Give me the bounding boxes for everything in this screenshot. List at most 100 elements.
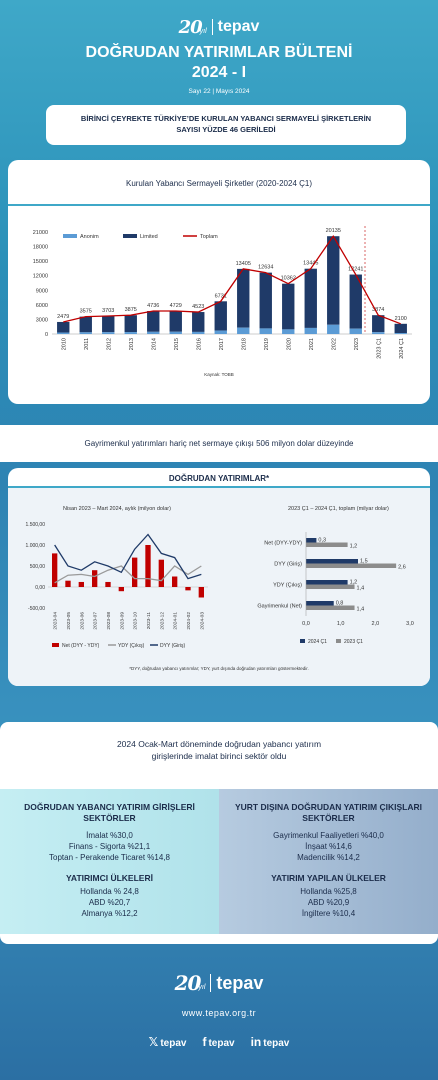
facebook-label: tepav [208,1038,235,1049]
linkedin-icon: in [250,1035,262,1049]
headline-1-line1: BİRİNCİ ÇEYREKTE TÜRKİYE’DE KURULAN YABA… [80,114,372,123]
bar-2024 [306,559,358,564]
bar-anonim [259,328,272,334]
x-tick-label: 2023 [354,338,360,350]
right-column: YURT DIŞINA DOĞRUDAN YATIRIM ÇIKIŞLARI S… [219,789,438,934]
series-line-ydy [54,565,202,584]
left-head1-line2: SEKTÖRLER [83,813,136,823]
y-tick-label: 15000 [33,259,48,265]
monthly-line-chart: -500,00 0,00 500,00 1.000,00 1.500,00 2023-04… [26,522,208,649]
x-tick-label: 2014 [151,338,157,350]
right-sector-3: Madencilik %14,2 [297,853,360,862]
x-tick-label: 2023-08 [106,612,112,630]
data-label: 4523 [192,304,204,310]
quarterly-chart-title: 2023 Ç1 – 2024 Ç1, toplam (milyar dolar) [288,506,389,512]
x-tick-label: 2017 [219,338,225,350]
bar-limited [79,316,92,333]
bar-anonim [169,331,182,334]
x-tick-label: 2021 [309,338,315,350]
y-tick-label: 18000 [33,245,48,251]
headline-2: Gayrimenkul yatırımları hariç net sermay… [84,439,354,448]
data-label: 3575 [80,309,92,315]
bar-2023 [306,605,355,610]
legend-label-0: Anonim [80,234,99,240]
bar-net [145,545,151,587]
bar-limited [282,283,295,330]
chart-card-companies: Kurulan Yabancı Sermayeli Şirketler (202… [8,160,430,404]
left-head1-line1: DOĞRUDAN YABANCI YATIRIM GİRİŞLERİ [24,802,195,812]
legend-swatch-2024 [300,639,305,643]
data-label: 3874 [372,307,384,313]
right-head2: YATIRIM YAPILAN ÜLKELER [271,873,386,883]
bar-limited [147,310,160,332]
footer-logo-divider [210,974,212,992]
chart1-separator [8,204,430,206]
fdi-card: DOĞRUDAN YATIRIMLAR* Nisan 2023 – Mart 2… [8,468,430,686]
facebook-link[interactable]: f tepav [202,1035,234,1049]
headline-3-line2: girişlerinde imalat birinci sektör oldu [151,751,287,761]
x-tick-label: 2023-05 [66,612,72,630]
linkedin-link[interactable]: in tepav [251,1035,290,1049]
data-label: 4729 [170,303,182,309]
data-label: 6731 [215,293,227,299]
series-line-toplam [63,234,401,325]
y-tick-label: 0 [45,332,48,338]
x-tick-label: 2019 [264,338,270,350]
legend-label-2: DYY (Giriş) [160,643,186,649]
bar-anonim [124,332,137,334]
data-label: 13445 [303,261,318,267]
x-tick-label: 2024-01 [173,612,179,630]
legend-swatch-0 [63,234,77,238]
x-tick-label: 2018 [241,338,247,350]
y-tick-label: 1.000,00 [26,543,46,549]
bar-anonim [79,332,92,334]
headline-3-line1: 2024 Ocak-Mart döneminde doğrudan yabanc… [116,739,322,749]
y-tick-label: -500,00 [28,606,45,612]
bar-net [172,576,178,587]
footer-url[interactable]: www.tepav.org.tr [181,1008,257,1018]
x-tick-label: 2010 [61,338,67,350]
data-label: 3703 [102,308,114,314]
bar-net [158,559,164,587]
left-country-1: Hollanda % 24,8 [80,887,139,896]
chart1-title: Kurulan Yabancı Sermayeli Şirketler (202… [125,179,313,188]
data-label: 10362 [281,276,296,282]
monthly-chart-title: Nisan 2023 – Mart 2024, aylık (milyon do… [63,506,171,512]
bar-limited [394,323,407,334]
data-label: 12634 [258,265,273,271]
bar-anonim [57,332,70,334]
x-label: tepav [160,1038,187,1049]
footer-logo: 20 yıl tepav [0,970,438,996]
x-tick-label: 2024-02 [186,612,192,630]
x-tick-label: 2013 [129,338,135,350]
bar-2023 [306,542,348,547]
left-country-2: ABD %20,7 [88,898,131,907]
footer-logo-yil: yıl [198,983,206,991]
footer-logo-anniversary: 20 [174,971,202,995]
legend-label-2023: 2023 Ç1 [344,639,363,645]
category-label: Net (DYY-YDY) [264,541,302,547]
bar-anonim [282,329,295,334]
right-country-1: Hollanda %25,8 [300,887,357,896]
bar-limited [327,236,340,325]
x-tick-label: 2023-07 [93,612,99,630]
bar-limited [237,268,250,328]
legend-swatch-2023 [336,639,341,643]
bar-limited [214,301,227,331]
bar-limited [349,274,362,329]
y-tick-label: 6000 [36,303,48,309]
fdi-title: DOĞRUDAN YATIRIMLAR* [168,474,270,483]
issue-info: Sayı 22 | Mayıs 2024 [188,88,250,95]
facebook-icon: f [202,1035,207,1049]
logo-divider [211,19,213,35]
x-tick-label: 2023-10 [133,612,139,630]
x-tick-label: 2,0 [372,621,380,627]
x-tick-label: 2023-12 [159,612,165,630]
x-tick-label: 0,0 [302,621,310,627]
data-label: 3875 [125,307,137,313]
bar-anonim [394,333,407,334]
x-tick-label: 3,0 [406,621,414,627]
data-label-2024: 1,5 [360,559,368,565]
y-tick-label: 1.500,00 [26,522,46,528]
